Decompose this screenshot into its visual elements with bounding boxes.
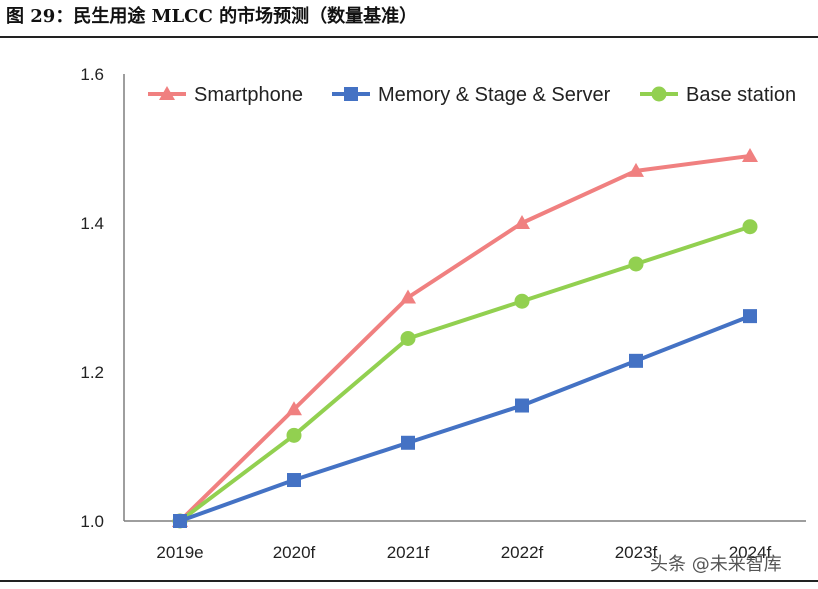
- legend-marker: [344, 87, 358, 101]
- data-point: [287, 473, 301, 488]
- data-point: [286, 427, 302, 443]
- data-point: [742, 147, 758, 162]
- watermark: 头条 @未来智库: [650, 554, 782, 575]
- x-tick-label: 2022f: [501, 543, 544, 562]
- data-point: [400, 330, 416, 346]
- top-rule: [0, 36, 818, 38]
- x-tick-label: 2024f: [729, 543, 772, 562]
- x-tick-label: 2021f: [387, 543, 430, 562]
- data-point: [743, 309, 757, 324]
- data-point: [400, 289, 416, 304]
- chart-axes: 1.0 1.2 1.4 1.6 2019e 2020f 2021f 2022f 2023f 202…: [80, 65, 806, 562]
- chart-series: [172, 147, 758, 529]
- bottom-rule: [0, 580, 818, 582]
- data-point: [514, 215, 530, 229]
- data-point: [173, 514, 187, 528]
- legend-marker: [159, 86, 175, 100]
- y-tick-label: 1.0: [80, 512, 104, 531]
- figure-title: 图 29：民生用途 MLCC 的市场预测（数量基准）: [6, 6, 418, 27]
- data-point: [514, 293, 530, 309]
- y-tick-label: 1.6: [80, 65, 104, 84]
- data-point: [401, 435, 415, 450]
- x-tick-label: 2023f: [615, 543, 658, 562]
- data-point: [515, 398, 529, 413]
- data-point: [628, 256, 644, 272]
- legend-label: Memory & Stage & Server: [378, 84, 611, 106]
- data-point: [286, 401, 302, 416]
- data-point: [629, 353, 643, 368]
- series-line: [179, 314, 751, 523]
- data-point: [628, 162, 644, 177]
- series-line: [178, 224, 751, 523]
- legend-label: Smartphone: [194, 84, 303, 106]
- series-line: [178, 153, 751, 523]
- y-tick-label: 1.4: [80, 214, 104, 233]
- x-tick-label: 2019e: [156, 543, 203, 562]
- y-tick-label: 1.2: [80, 363, 104, 382]
- x-tick-label: 2020f: [273, 543, 316, 562]
- legend-label: Base station: [686, 84, 796, 106]
- legend-marker: [651, 86, 667, 102]
- chart-legend: Smartphone Memory & Stage & Server Base st…: [148, 84, 796, 106]
- data-point: [742, 219, 758, 235]
